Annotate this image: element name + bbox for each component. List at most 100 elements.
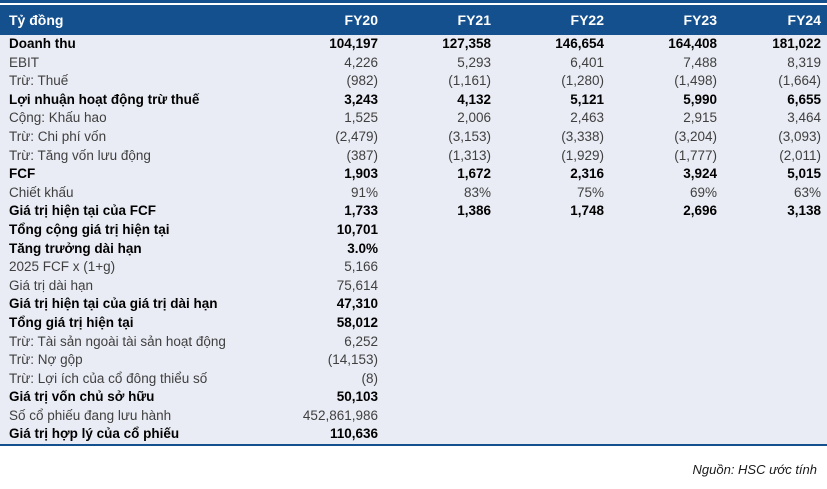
cell-value: 1,748 <box>570 203 604 219</box>
cell-value: (1,498) <box>674 73 717 89</box>
cell-value: 3,924 <box>683 166 717 182</box>
row-label: Giá trị hiện tại của giá trị dài hạn <box>9 296 218 312</box>
cell-value <box>384 425 497 445</box>
row-label: EBIT <box>9 54 40 70</box>
cell-value: 1,672 <box>457 166 491 182</box>
cell-value <box>384 295 497 314</box>
cell-value: 5,015 <box>787 166 821 182</box>
cell-value <box>384 221 497 240</box>
cell-value: 127,358 <box>442 36 491 51</box>
cell-value <box>610 425 723 445</box>
row-label: Doanh thu <box>9 36 76 51</box>
cell-value <box>723 370 827 389</box>
cell-value: (387) <box>346 147 378 163</box>
cell-value <box>497 333 610 352</box>
row-label: Tổng cộng giá trị hiện tại <box>9 221 170 237</box>
cell-value: 2,915 <box>683 110 717 126</box>
row-label: Trừ: Thuế <box>9 73 69 89</box>
cell-value: (982) <box>346 73 378 89</box>
cell-value: 4,226 <box>344 54 378 70</box>
cell-value: (1,777) <box>674 147 717 163</box>
cell-value: (2,479) <box>335 128 378 144</box>
cell-value: 2,696 <box>683 203 717 219</box>
cell-value: 69% <box>689 184 717 200</box>
row-label: Giá trị hiện tại của FCF <box>9 203 157 219</box>
cell-value <box>610 333 723 352</box>
table-header-row: Tỷ đồng FY20 FY21 FY22 FY23 FY24 <box>0 5 827 35</box>
cell-value: 58,012 <box>336 314 378 330</box>
cell-value <box>723 240 827 259</box>
cell-value: 75,614 <box>336 277 378 293</box>
cell-value <box>497 240 610 259</box>
table-row: Trừ: Lợi ích của cổ đông thiểu số (8) <box>0 370 827 389</box>
cell-value <box>723 314 827 333</box>
cell-value: 146,654 <box>555 36 604 51</box>
cell-value <box>384 351 497 370</box>
table-row: Trừ: Tăng vốn lưu động (387) (1,313) (1,929… <box>0 147 827 166</box>
cell-value <box>723 295 827 314</box>
cell-value: 2,463 <box>570 110 604 126</box>
table-row: Giá trị dài hạn 75,614 <box>0 277 827 296</box>
table-row: Lợi nhuận hoạt động trừ thuế 3,243 4,132 5,… <box>0 91 827 110</box>
cell-value <box>610 407 723 426</box>
table-row: EBIT 4,226 5,293 6,401 7,488 8,319 <box>0 54 827 73</box>
cell-value <box>384 370 497 389</box>
cell-value: 5,293 <box>457 54 491 70</box>
row-label: Tăng trưởng dài hạn <box>9 240 142 256</box>
cell-value: 3,464 <box>787 110 821 126</box>
cell-value: 47,310 <box>336 296 378 312</box>
cell-value: 5,121 <box>570 91 604 107</box>
cell-value <box>723 258 827 277</box>
row-label: Trừ: Chi phí vốn <box>9 128 107 144</box>
cell-value: (1,664) <box>778 73 821 89</box>
cell-value <box>384 333 497 352</box>
cell-value <box>497 258 610 277</box>
table-row: Giá trị hợp lý của cổ phiếu 110,636 <box>0 425 827 445</box>
table-row: Giá trị vốn chủ sở hữu 50,103 <box>0 388 827 407</box>
cell-value <box>610 258 723 277</box>
table-row: Tổng giá trị hiện tại 58,012 <box>0 314 827 333</box>
unit-header-cell: Tỷ đồng <box>0 5 271 35</box>
cell-value <box>497 388 610 407</box>
cell-value: 6,655 <box>787 91 821 107</box>
row-label: Cộng: Khấu hao <box>9 110 107 126</box>
cell-value: (3,093) <box>778 128 821 144</box>
cell-value <box>723 351 827 370</box>
cell-value: 104,197 <box>329 36 378 51</box>
cell-value: 50,103 <box>336 389 378 405</box>
cell-value <box>497 277 610 296</box>
cell-value: 1,903 <box>344 166 378 182</box>
table-row: Tổng cộng giá trị hiện tại 10,701 <box>0 221 827 240</box>
cell-value: (1,280) <box>561 73 604 89</box>
cell-value <box>497 351 610 370</box>
cell-value <box>723 407 827 426</box>
cell-value <box>384 388 497 407</box>
cell-value: (1,313) <box>448 147 491 163</box>
cell-value <box>384 407 497 426</box>
cell-value: 83% <box>463 184 491 200</box>
row-label: 2025 FCF x (1+g) <box>9 259 116 275</box>
cell-value: 91% <box>350 184 378 200</box>
table-row: Trừ: Nợ gộp (14,153) <box>0 351 827 370</box>
cell-value <box>610 295 723 314</box>
row-label: Giá trị dài hạn <box>9 277 94 293</box>
cell-value <box>497 370 610 389</box>
cell-value <box>610 388 723 407</box>
cell-value: 63% <box>793 184 821 200</box>
cell-value <box>497 221 610 240</box>
row-label: Lợi nhuận hoạt động trừ thuế <box>9 91 200 107</box>
cell-value: 2,316 <box>570 166 604 182</box>
cell-value: 3,138 <box>787 203 821 219</box>
cell-value: (1,161) <box>448 73 491 89</box>
cell-value <box>610 277 723 296</box>
table-row: Số cổ phiếu đang lưu hành 452,861,986 <box>0 407 827 426</box>
cell-value: (14,153) <box>327 352 378 368</box>
cell-value: 6,252 <box>344 333 378 349</box>
row-label: Trừ: Tài sản ngoài tài sản hoạt động <box>9 333 226 349</box>
year-header-cell: FY23 <box>610 5 723 35</box>
cell-value: 181,022 <box>772 36 821 51</box>
row-label: Giá trị hợp lý của cổ phiếu <box>9 426 180 442</box>
cell-value <box>723 425 827 445</box>
cell-value <box>610 221 723 240</box>
